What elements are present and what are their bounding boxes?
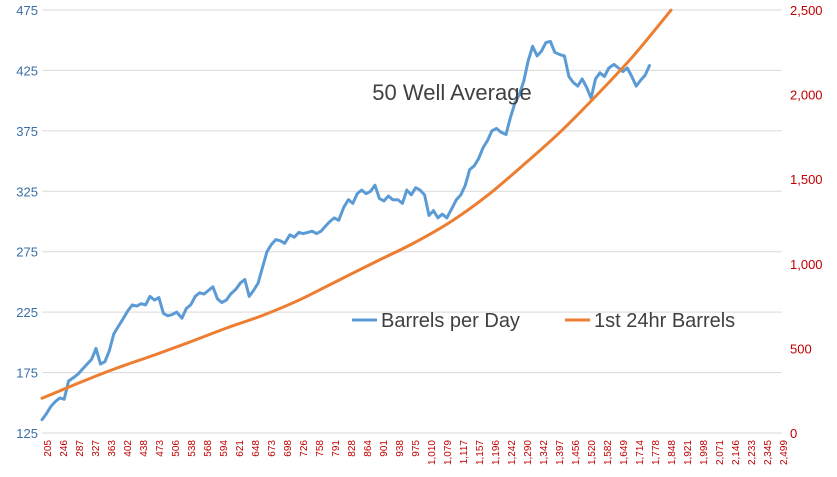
right-y-tick-label: 1,500 <box>790 172 823 187</box>
x-tick-label: 1,290 <box>523 440 534 465</box>
x-tick-label: 2,233 <box>747 440 758 465</box>
x-tick-label: 594 <box>219 440 230 457</box>
x-tick-label: 538 <box>187 440 198 457</box>
x-tick-label: 1,342 <box>539 440 550 465</box>
right-y-tick-label: 2,500 <box>790 3 823 18</box>
x-tick-label: 1,117 <box>459 440 470 465</box>
left-y-axis-ticks: 125 175 225 275 325 375 425 475 <box>16 3 38 441</box>
x-tick-label: 621 <box>235 440 246 457</box>
x-tick-label: 726 <box>299 440 310 457</box>
right-y-tick-label: 0 <box>790 426 797 441</box>
x-tick-label: 327 <box>91 440 102 457</box>
x-tick-label: 828 <box>347 440 358 457</box>
x-tick-label: 673 <box>267 440 278 457</box>
x-tick-label: 287 <box>75 440 86 457</box>
x-tick-label: 975 <box>411 440 422 457</box>
x-tick-label: 438 <box>139 440 150 457</box>
x-tick-label: 1,079 <box>443 440 454 465</box>
chart-title: 50 Well Average <box>372 80 531 105</box>
x-tick-label: 1,998 <box>699 440 710 465</box>
x-tick-label: 1,196 <box>491 440 502 465</box>
x-tick-label: 1,778 <box>651 440 662 465</box>
left-y-tick-label: 225 <box>16 305 38 320</box>
x-tick-label: 1,848 <box>667 440 678 465</box>
x-tick-label: 402 <box>123 440 134 457</box>
x-tick-label: 758 <box>315 440 326 457</box>
left-y-tick-label: 275 <box>16 245 38 260</box>
x-tick-label: 568 <box>203 440 214 457</box>
x-tick-label: 506 <box>171 440 182 457</box>
legend-label-barrels-per-day: Barrels per Day <box>381 310 520 332</box>
right-y-tick-label: 1,000 <box>790 257 823 272</box>
x-tick-label: 2,499 <box>779 440 790 465</box>
x-tick-label: 1,649 <box>619 440 630 465</box>
x-tick-label: 938 <box>395 440 406 457</box>
x-tick-label: 473 <box>155 440 166 457</box>
x-tick-label: 2,146 <box>731 440 742 465</box>
right-y-tick-label: 2,000 <box>790 88 823 103</box>
x-tick-label: 791 <box>331 440 342 457</box>
x-tick-label: 1,714 <box>635 440 646 465</box>
x-tick-label: 1,397 <box>555 440 566 465</box>
legend: Barrels per Day 1st 24hr Barrels <box>352 310 735 332</box>
series-lines <box>40 8 673 422</box>
x-tick-label: 1,456 <box>571 440 582 465</box>
right-y-axis-ticks: 0 500 1,000 1,500 2,000 2,500 <box>790 3 823 441</box>
x-tick-label: 2,071 <box>715 440 726 465</box>
x-tick-label: 901 <box>379 440 390 457</box>
x-tick-label: 864 <box>363 440 374 457</box>
left-y-tick-label: 325 <box>16 184 38 199</box>
left-y-tick-label: 375 <box>16 124 38 139</box>
x-tick-label: 205 <box>43 440 54 457</box>
series-line-barrels-per-day <box>40 39 651 422</box>
series-line-1st-24hr-barrels <box>40 8 673 400</box>
gridlines <box>42 9 782 434</box>
x-tick-label: 2,345 <box>763 440 774 465</box>
left-y-tick-label: 425 <box>16 63 38 78</box>
x-tick-label: 1,921 <box>683 440 694 465</box>
x-tick-label: 1,582 <box>603 440 614 465</box>
x-tick-label: 1,242 <box>507 440 518 465</box>
x-axis-ticks: 205 246 287 327 363 402 438 473 506 538 568 594 621 6… <box>43 440 790 465</box>
x-tick-label: 698 <box>283 440 294 457</box>
legend-label-1st-24hr-barrels: 1st 24hr Barrels <box>594 310 735 332</box>
x-tick-label: 363 <box>107 440 118 457</box>
x-tick-label: 1,157 <box>475 440 486 465</box>
x-tick-label: 1,520 <box>587 440 598 465</box>
x-tick-label: 648 <box>251 440 262 457</box>
x-tick-label: 1,010 <box>427 440 438 465</box>
left-y-tick-label: 175 <box>16 366 38 381</box>
right-y-tick-label: 500 <box>790 341 812 356</box>
x-tick-label: 246 <box>59 440 70 457</box>
left-y-tick-label: 125 <box>16 426 38 441</box>
left-y-tick-label: 475 <box>16 3 38 18</box>
